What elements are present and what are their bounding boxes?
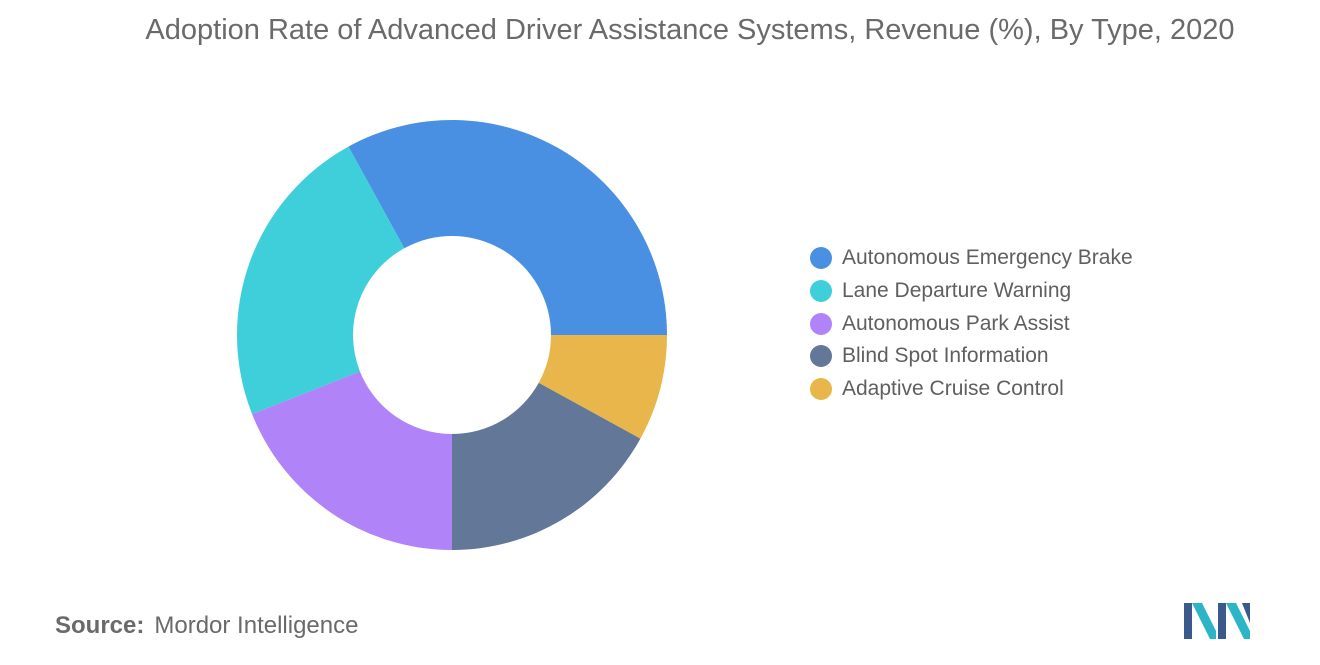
- legend-item-adaptive-cruise-control[interactable]: Adaptive Cruise Control: [810, 373, 1310, 406]
- legend-label: Autonomous Emergency Brake: [842, 246, 1133, 270]
- logo-shape: [1192, 603, 1216, 639]
- source-text: Mordor Intelligence: [154, 612, 359, 639]
- donut-slice-adaptive-cruise-control[interactable]: [538, 335, 667, 439]
- legend-item-autonomous-park-assist[interactable]: Autonomous Park Assist: [810, 307, 1310, 340]
- chart-legend: Autonomous Emergency Brake Lane Departur…: [810, 242, 1310, 405]
- donut-slice-autonomous-emergency-brake[interactable]: [348, 119, 667, 335]
- legend-swatch: [810, 247, 832, 270]
- legend-label: Lane Departure Warning: [842, 279, 1072, 303]
- donut-slice-autonomous-park-assist[interactable]: [252, 371, 452, 550]
- logo-shape: [1184, 603, 1192, 639]
- logo-shape: [1218, 603, 1226, 639]
- legend-item-blind-spot-information[interactable]: Blind Spot Information: [810, 340, 1310, 373]
- legend-label: Adaptive Cruise Control: [842, 377, 1064, 401]
- legend-item-autonomous-emergency-brake[interactable]: Autonomous Emergency Brake: [810, 242, 1310, 275]
- source-note: Source: Mordor Intelligence: [55, 612, 358, 640]
- legend-swatch: [810, 378, 832, 401]
- legend-label: Blind Spot Information: [842, 344, 1049, 368]
- legend-label: Autonomous Park Assist: [842, 311, 1070, 335]
- legend-item-lane-departure-warning[interactable]: Lane Departure Warning: [810, 275, 1310, 308]
- donut-slice-blind-spot-information[interactable]: [452, 382, 641, 550]
- source-label: Source:: [55, 612, 145, 639]
- legend-swatch: [810, 312, 832, 335]
- logo-shape: [1226, 603, 1250, 639]
- donut-slice-lane-departure-warning[interactable]: [236, 146, 405, 415]
- logo-shape: [1242, 603, 1250, 623]
- legend-swatch: [810, 280, 832, 303]
- legend-swatch: [810, 345, 832, 368]
- mordor-intelligence-logo-icon: [1184, 603, 1250, 639]
- chart-title: Adoption Rate of Advanced Driver Assista…: [145, 14, 1235, 46]
